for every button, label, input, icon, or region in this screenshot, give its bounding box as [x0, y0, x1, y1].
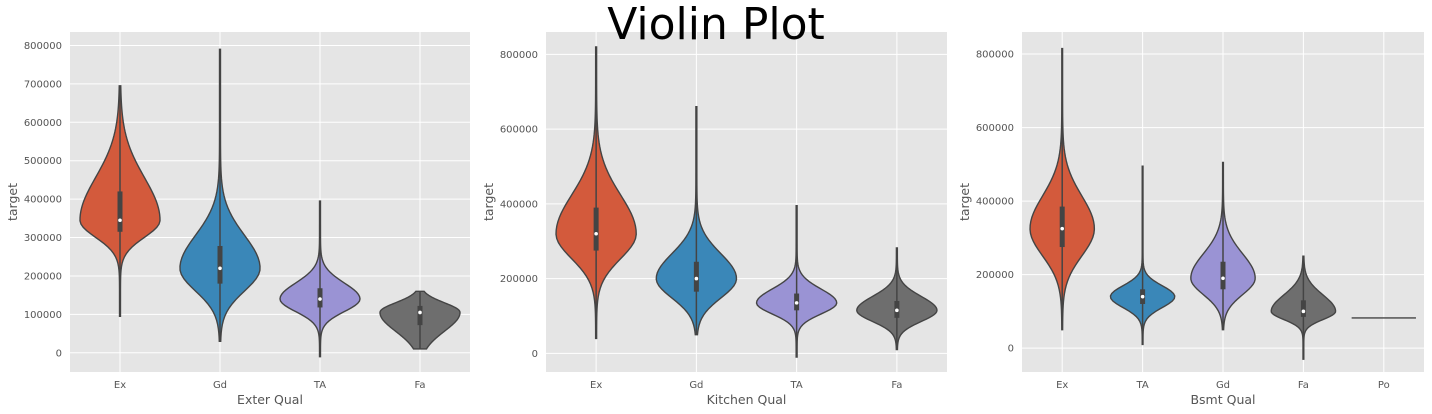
x-tick-label: Ex — [1056, 380, 1068, 391]
y-tick-label: 400000 — [500, 199, 538, 210]
median-marker — [418, 310, 422, 315]
x-tick-label: Fa — [1298, 380, 1309, 391]
median-marker — [1140, 294, 1145, 299]
violin-ex — [555, 46, 637, 340]
violin-fa — [1270, 255, 1337, 360]
median-marker — [694, 276, 699, 281]
violin-gd — [655, 106, 738, 336]
x-axis-label: Kitchen Qual — [707, 392, 787, 407]
median-marker — [1060, 226, 1064, 231]
y-tick-label: 600000 — [24, 118, 62, 129]
y-tick-label: 400000 — [24, 195, 62, 206]
x-tick-label: Fa — [891, 380, 902, 391]
y-axis-label: target — [481, 183, 496, 221]
iqr-box — [217, 245, 223, 284]
violin-gd — [179, 48, 261, 342]
x-tick-label: TA — [313, 380, 326, 391]
median-marker — [318, 297, 322, 301]
y-tick-label: 800000 — [500, 50, 538, 61]
median-marker — [794, 301, 799, 305]
x-tick-label: TA — [790, 380, 803, 391]
y-tick-label: 0 — [56, 348, 62, 359]
violin-ta — [755, 205, 838, 358]
x-tick-label: Gd — [213, 380, 227, 391]
panel-1: 0 100000 200000 300000 400000 500000 600000 700… — [5, 32, 470, 407]
y-axis-label: target — [5, 183, 20, 221]
x-tick-label: Po — [1378, 380, 1390, 391]
y-tick-label: 800000 — [976, 50, 1014, 61]
iqr-box — [417, 305, 423, 326]
median-marker — [594, 231, 598, 236]
x-tick-label: Ex — [114, 380, 126, 391]
violin-ta — [279, 200, 361, 358]
median-marker — [1221, 276, 1225, 281]
violin-fa — [856, 247, 938, 351]
iqr-box — [593, 207, 599, 251]
y-tick-label: 600000 — [976, 123, 1014, 134]
x-axis-label: Exter Qual — [237, 392, 303, 407]
y-tick-label: 400000 — [976, 197, 1014, 208]
iqr-box — [1300, 300, 1306, 317]
y-tick-label: 0 — [1008, 344, 1014, 355]
y-tick-label: 600000 — [500, 125, 538, 136]
iqr-box — [1220, 261, 1226, 290]
median-marker — [218, 266, 222, 271]
median-marker — [118, 218, 122, 223]
y-tick-label: 700000 — [24, 79, 62, 90]
y-tick-label: 300000 — [24, 233, 62, 244]
y-tick-label: 500000 — [24, 156, 62, 167]
iqr-box — [693, 261, 699, 292]
violin-fa — [379, 290, 461, 350]
x-tick-label: TA — [1136, 380, 1149, 391]
x-tick-label: Fa — [415, 380, 426, 391]
violin-ta — [1109, 165, 1176, 346]
violin-ex — [1029, 47, 1096, 331]
median-marker — [1301, 309, 1306, 314]
violin-gd — [1190, 161, 1256, 331]
iqr-box — [1059, 206, 1065, 248]
panel-2: 0 200000 400000 600000 800000 Ex Gd TA Fa Kitchen… — [481, 32, 947, 407]
y-tick-label: 100000 — [24, 310, 62, 321]
panel-3: 0 200000 400000 600000 800000 Ex TA Gd Fa Po Bsmt … — [957, 32, 1424, 407]
median-marker — [895, 308, 899, 313]
iqr-box — [117, 191, 123, 232]
y-tick-label: 800000 — [24, 41, 62, 52]
figure-title: Violin Plot — [607, 0, 825, 50]
x-tick-label: Gd — [689, 380, 703, 391]
y-tick-label: 0 — [532, 349, 538, 360]
violin-ex — [79, 85, 161, 317]
x-tick-label: Gd — [1216, 380, 1230, 391]
x-axis-label: Bsmt Qual — [1190, 392, 1255, 407]
x-tick-label: Ex — [590, 380, 602, 391]
y-tick-label: 200000 — [976, 270, 1014, 281]
y-tick-label: 200000 — [24, 271, 62, 282]
y-axis-label: target — [957, 183, 972, 221]
y-tick-label: 200000 — [500, 274, 538, 285]
